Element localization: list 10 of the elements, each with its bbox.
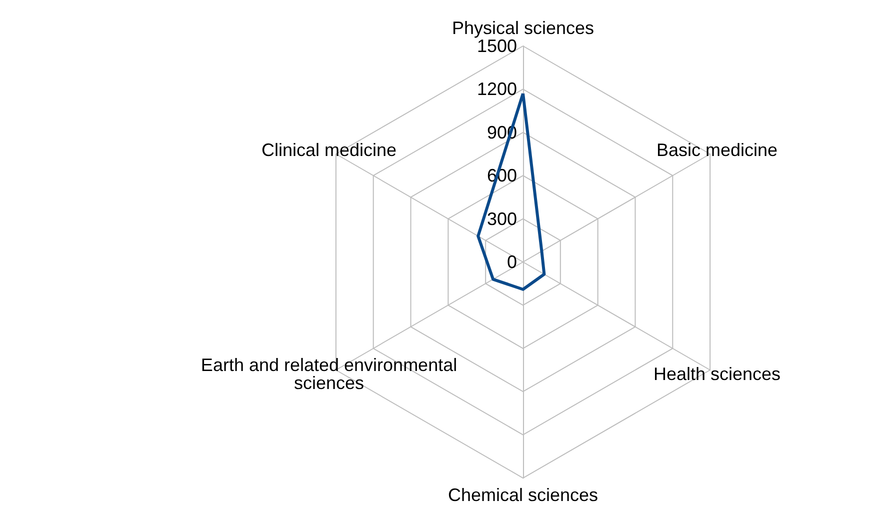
spoke-label: Earth and related environmental sciences — [200, 355, 458, 393]
spoke-label: Chemical sciences — [448, 485, 598, 505]
y-tick-label: 0 — [506, 252, 517, 272]
spoke-label: Physical sciences — [452, 18, 594, 38]
y-tick-label: 1500 — [476, 36, 517, 56]
spoke-label: Basic medicine — [656, 140, 778, 160]
spoke-label: Clinical medicine — [261, 140, 397, 160]
y-tick-label: 1200 — [476, 79, 517, 100]
spoke-label: Health sciences — [653, 364, 781, 384]
y-tick-label: 300 — [486, 208, 517, 229]
